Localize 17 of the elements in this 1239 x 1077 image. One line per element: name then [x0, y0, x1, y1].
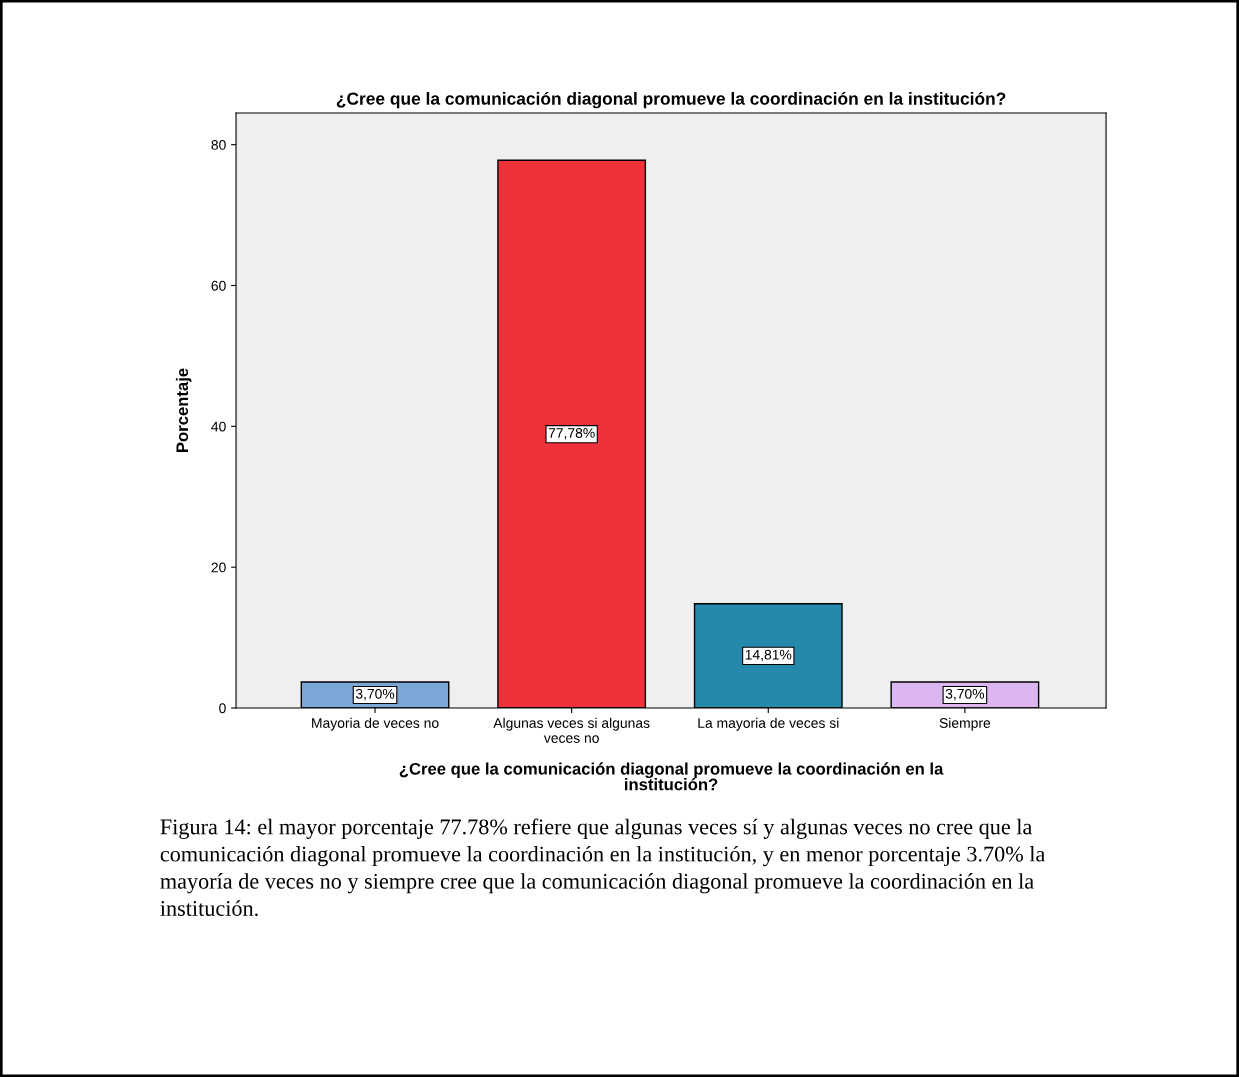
y-tick-label: 60: [211, 280, 226, 291]
text: Figura 14: el mayor porcentaje 77.78% refiere que algunas veces sí y algunas veces no cree que la comunicación diagonal promueve la coordinación en la institución, y en menor porcentaje 3.70% la mayoría de veces no y siempre cree que la comunicación diagonal promueve la coordinación en la institución.: [160, 818, 1046, 917]
data-label: 14,81%: [745, 649, 792, 662]
data-label: 77,78%: [548, 428, 595, 440]
x-tick-label: Mayoria de veces no: [312, 717, 439, 731]
data-label: 3,70%: [945, 688, 985, 701]
x-tick-label: Algunas veces si algunas veces no: [493, 717, 650, 743]
y-tick-label: 20: [211, 562, 226, 573]
y-axis-title: Porcentaje: [175, 368, 192, 452]
x-axis-title: ¿Cree que la comunicación diagonal promueve la coordinación en la institución?: [399, 762, 944, 791]
x-tick-label: Siempre: [939, 717, 991, 731]
y-tick-label: 40: [211, 421, 226, 432]
chart-title: ¿Cree que la comunicación diagonal promueve la coordinación en la institución?: [336, 91, 1006, 109]
x-tick-label: La mayoria de veces si: [698, 717, 839, 731]
data-label: 3,70%: [355, 688, 395, 701]
y-tick-label: 80: [211, 140, 226, 150]
y-tick-label: 0: [219, 703, 226, 714]
